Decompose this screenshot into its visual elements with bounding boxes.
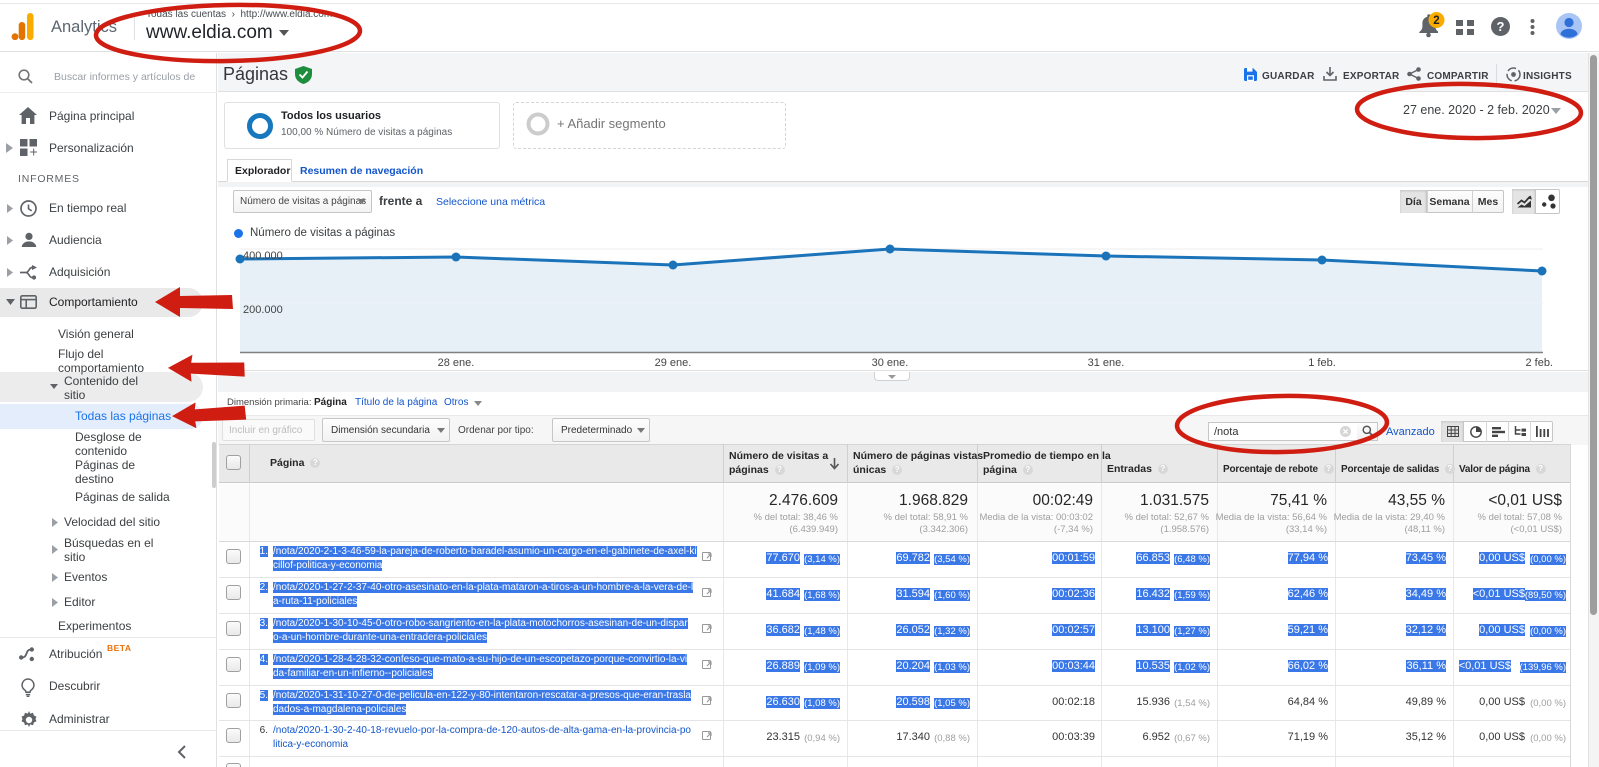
svg-text:2: 2	[1433, 15, 1439, 27]
svg-text:200.000: 200.000	[243, 304, 283, 316]
svg-text:1 feb.: 1 feb.	[1308, 357, 1336, 369]
svg-text:29 ene.: 29 ene.	[655, 357, 692, 369]
svg-text:30 ene.: 30 ene.	[872, 357, 909, 369]
svg-text:2 feb.: 2 feb.	[1525, 357, 1553, 369]
svg-text:28 ene.: 28 ene.	[438, 357, 475, 369]
svg-text:400.000: 400.000	[243, 250, 283, 262]
svg-text:?: ?	[1497, 19, 1505, 34]
svg-text:31 ene.: 31 ene.	[1088, 357, 1125, 369]
svg-text:...: ...	[236, 357, 245, 369]
